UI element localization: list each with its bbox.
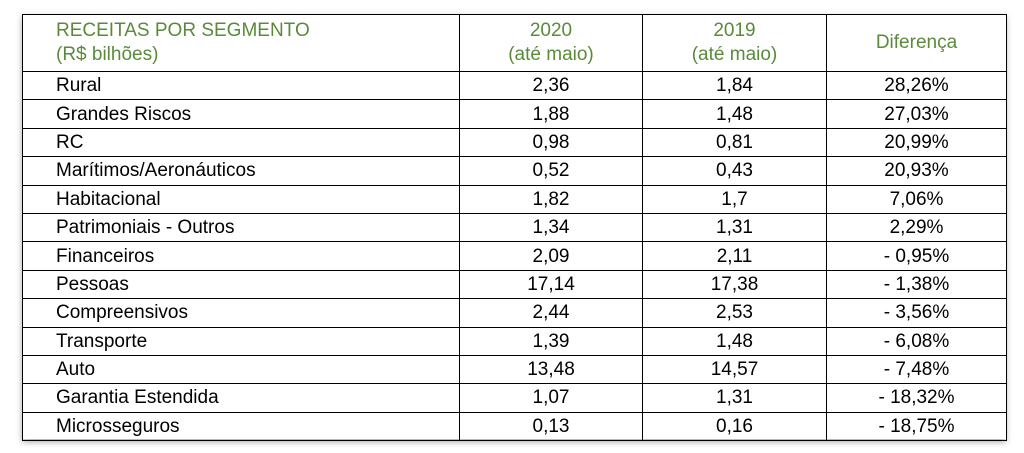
- header-2020-year: 2020: [529, 20, 573, 41]
- segment-cell: Financeiros: [22, 241, 460, 271]
- segment-cell: Rural: [22, 70, 460, 101]
- segment-cell: Auto: [22, 354, 460, 385]
- value-2019-cell: 1,7: [642, 184, 827, 214]
- value-2020-cell: 2,09: [459, 241, 643, 271]
- table-row: Compreensivos 2,44 2,53- 3,56%: [22, 298, 1007, 328]
- difference-cell: 27,03%: [826, 99, 1007, 129]
- header-row: RECEITAS POR SEGMENTO (R$ bilhões) 2020 …: [22, 14, 1007, 72]
- value-2019-cell: 14,57: [642, 354, 827, 385]
- value-2019-cell: 0,16: [642, 411, 827, 442]
- segment-cell: Patrimoniais - Outros: [22, 212, 460, 243]
- value-2020-cell: 0,52: [459, 156, 643, 186]
- difference-cell: - 18,32%: [826, 383, 1007, 413]
- value-2019-cell: 1,48: [642, 326, 827, 356]
- value-2020-cell: 0,13: [459, 411, 643, 442]
- table-row: Garantia Estendida 1,07 1,31- 18,32%: [22, 383, 1007, 413]
- value-2020-cell: 1,34: [459, 212, 643, 243]
- difference-cell: - 18,75%: [826, 411, 1007, 442]
- header-segment: RECEITAS POR SEGMENTO (R$ bilhões): [22, 14, 460, 72]
- segment-cell: Transporte: [22, 326, 460, 356]
- difference-cell: - 3,56%: [826, 298, 1007, 328]
- value-2019-cell: 1,31: [642, 383, 827, 413]
- value-2019-cell: 1,31: [642, 212, 827, 243]
- difference-cell: 28,26%: [826, 70, 1007, 101]
- segment-cell: Pessoas: [22, 269, 460, 300]
- table-row: Habitacional 1,82 1,7 7,06%: [22, 184, 1007, 214]
- table-frame: RECEITAS POR SEGMENTO (R$ bilhões) 2020 …: [22, 14, 1007, 442]
- value-2020-cell: 1,88: [459, 99, 643, 129]
- difference-cell: - 7,48%: [826, 354, 1007, 385]
- segment-cell: RC: [22, 127, 460, 158]
- value-2019-cell: 1,84: [642, 70, 827, 101]
- value-2019-cell: 2,11: [642, 241, 827, 271]
- difference-cell: 7,06%: [826, 184, 1007, 214]
- difference-cell: - 6,08%: [826, 326, 1007, 356]
- value-2020-cell: 13,48: [459, 354, 643, 385]
- value-2019-cell: 0,43: [642, 156, 827, 186]
- header-2019-period: (até maio): [691, 44, 778, 65]
- table-row: Financeiros 2,09 2,11- 0,95%: [22, 241, 1007, 271]
- header-2020: 2020 (até maio): [459, 14, 643, 72]
- difference-cell: 2,29%: [826, 212, 1007, 243]
- segment-cell: Compreensivos: [22, 298, 460, 328]
- segment-cell: Garantia Estendida: [22, 383, 460, 413]
- header-2019-year: 2019: [713, 20, 756, 41]
- header-segment-unit: (R$ bilhões): [56, 44, 159, 65]
- value-2020-cell: 0,98: [459, 127, 643, 158]
- table-body: Rural 2,36 1,84 28,26% Grandes Riscos 1,88 1,4…: [22, 70, 1007, 442]
- value-2019-cell: 17,38: [642, 269, 827, 300]
- revenue-table: RECEITAS POR SEGMENTO (R$ bilhões) 2020 …: [22, 14, 1007, 442]
- value-2019-cell: 1,48: [642, 99, 827, 129]
- segment-cell: Microsseguros: [22, 411, 460, 442]
- difference-cell: 20,93%: [826, 156, 1007, 186]
- table-row: Auto 13,48 14,57- 7,48%: [22, 354, 1007, 385]
- table-row: Patrimoniais - Outros 1,34 1,31 2,29%: [22, 212, 1007, 243]
- header-2019: 2019 (até maio): [642, 14, 827, 72]
- value-2020-cell: 1,82: [459, 184, 643, 214]
- table-row: Grandes Riscos 1,88 1,48 27,03%: [22, 99, 1007, 129]
- table-row: Microsseguros 0,13 0,16- 18,75%: [22, 411, 1007, 442]
- value-2020-cell: 1,39: [459, 326, 643, 356]
- value-2019-cell: 0,81: [642, 127, 827, 158]
- segment-cell: Habitacional: [22, 184, 460, 214]
- table-row: Pessoas 17,14 17,38- 1,38%: [22, 269, 1007, 300]
- value-2020-cell: 2,44: [459, 298, 643, 328]
- difference-cell: - 0,95%: [826, 241, 1007, 271]
- difference-cell: 20,99%: [826, 127, 1007, 158]
- table-row: Transporte 1,39 1,48- 6,08%: [22, 326, 1007, 356]
- header-2020-period: (até maio): [508, 44, 594, 65]
- header-segment-title: RECEITAS POR SEGMENTO: [56, 20, 310, 41]
- value-2020-cell: 1,07: [459, 383, 643, 413]
- value-2019-cell: 2,53: [642, 298, 827, 328]
- segment-cell: Marítimos/Aeronáuticos: [22, 156, 460, 186]
- table-row: RC 0,98 0,81 20,99%: [22, 127, 1007, 158]
- value-2020-cell: 2,36: [459, 70, 643, 101]
- header-diff: Diferença: [826, 14, 1007, 72]
- table-row: Rural 2,36 1,84 28,26%: [22, 70, 1007, 101]
- segment-cell: Grandes Riscos: [22, 99, 460, 129]
- difference-cell: - 1,38%: [826, 269, 1007, 300]
- table-row: Marítimos/Aeronáuticos 0,52 0,43 20,93%: [22, 156, 1007, 186]
- value-2020-cell: 17,14: [459, 269, 643, 300]
